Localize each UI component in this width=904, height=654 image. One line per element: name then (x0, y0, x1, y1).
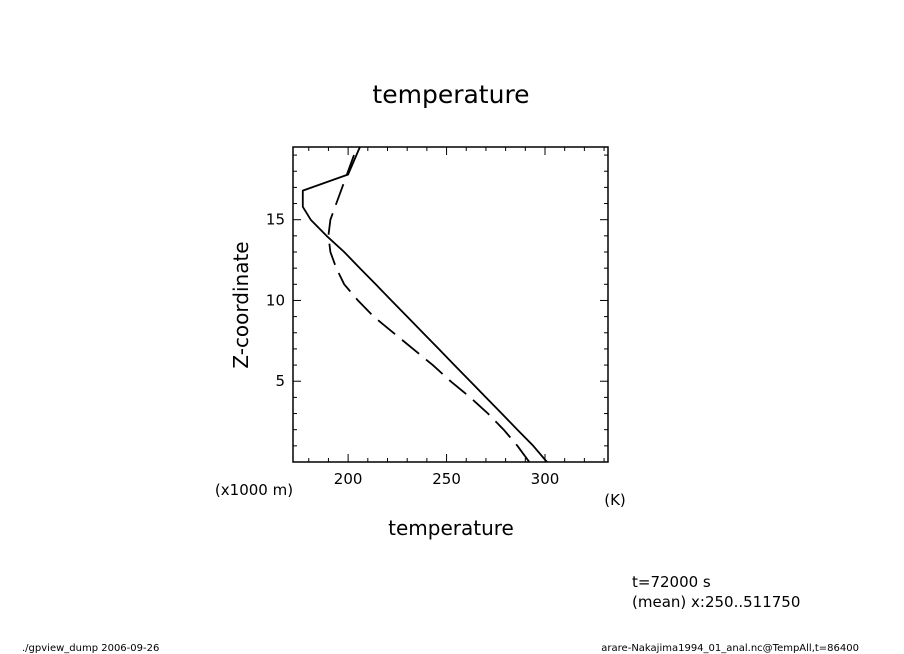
axis-ticks (293, 147, 608, 462)
y-tick-labels: 5 10 15 (266, 211, 285, 391)
footer-left: ./gpview_dump 2006-09-26 (22, 643, 159, 654)
mean-annotation: (mean) x:250..511750 (632, 593, 800, 611)
y-axis-unit: (x1000 m) (215, 481, 293, 499)
x-tick-label: 200 (334, 470, 363, 488)
series-line-1-solid (301, 146, 548, 463)
x-axis-unit: (K) (604, 491, 626, 509)
plot-area: 200 250 300 5 10 15 (266, 146, 609, 488)
y-axis-label: Z-coordinate (229, 241, 253, 368)
y-tick-label: 10 (266, 291, 285, 309)
x-tick-label: 300 (531, 470, 560, 488)
plot-frame (292, 146, 609, 463)
x-axis-label: temperature (388, 516, 514, 540)
chart-title: temperature (372, 80, 529, 109)
y-tick-label: 5 (275, 372, 285, 390)
time-annotation: t=72000 s (632, 573, 711, 591)
series-line-2-dashed (327, 146, 531, 463)
y-tick-label: 15 (266, 211, 285, 229)
x-tick-labels: 200 250 300 (334, 470, 560, 488)
footer-right: arare-Nakajima1994_01_anal.nc@TempAll,t=… (601, 643, 859, 654)
data-series (301, 146, 548, 463)
x-tick-label: 250 (432, 470, 461, 488)
